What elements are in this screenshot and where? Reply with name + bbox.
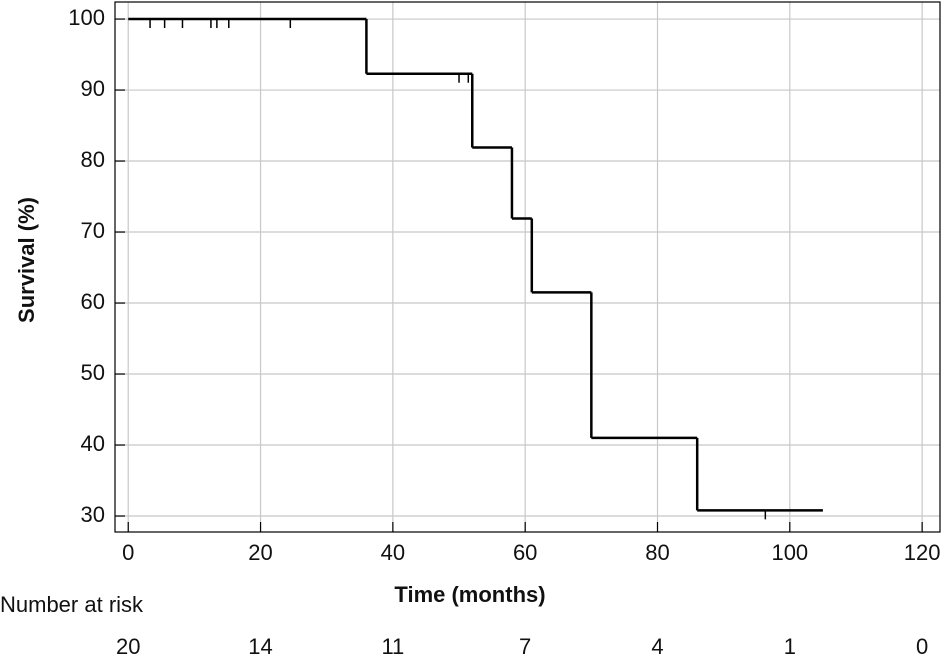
x-tick-label: 0 [122,540,134,565]
plot-frame [114,1,941,533]
y-tick-label: 30 [81,502,105,527]
x-tick-label: 20 [248,540,272,565]
y-tick-label: 80 [81,147,105,172]
risk-value: 4 [651,634,663,659]
x-tick-label: 60 [513,540,537,565]
y-tick-label: 60 [81,289,105,314]
risk-value: 7 [519,634,531,659]
y-tick-label: 90 [81,76,105,101]
y-tick-label: 50 [81,360,105,385]
risk-title: Number at risk [0,592,144,617]
risk-value: 20 [116,634,140,659]
y-tick-label: 40 [81,431,105,456]
risk-value: 14 [248,634,272,659]
y-tick-label: 100 [68,5,105,30]
risk-value: 11 [381,634,404,659]
x-tick-label: 80 [645,540,669,565]
risk-value: 0 [916,634,928,659]
x-axis-title: Time (months) [394,582,545,607]
x-tick-label: 100 [771,540,808,565]
risk-value: 1 [784,634,796,659]
x-tick-label: 40 [381,540,405,565]
x-tick-label: 120 [904,540,941,565]
y-axis-title: Survival (%) [14,197,39,323]
y-tick-label: 70 [81,218,105,243]
